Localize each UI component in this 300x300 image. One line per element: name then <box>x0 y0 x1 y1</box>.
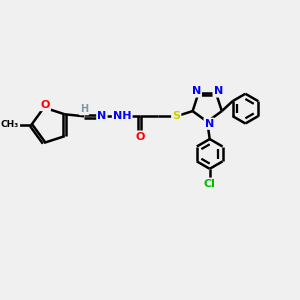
Text: H: H <box>80 104 88 114</box>
Text: N: N <box>97 111 106 121</box>
Text: CH₃: CH₃ <box>1 120 19 129</box>
Text: N: N <box>214 86 223 97</box>
Text: NH: NH <box>113 111 131 121</box>
Text: N: N <box>205 119 214 129</box>
Text: O: O <box>40 100 50 110</box>
Text: N: N <box>192 86 201 97</box>
Text: S: S <box>172 111 180 121</box>
Text: O: O <box>135 132 145 142</box>
Text: Cl: Cl <box>204 179 216 189</box>
